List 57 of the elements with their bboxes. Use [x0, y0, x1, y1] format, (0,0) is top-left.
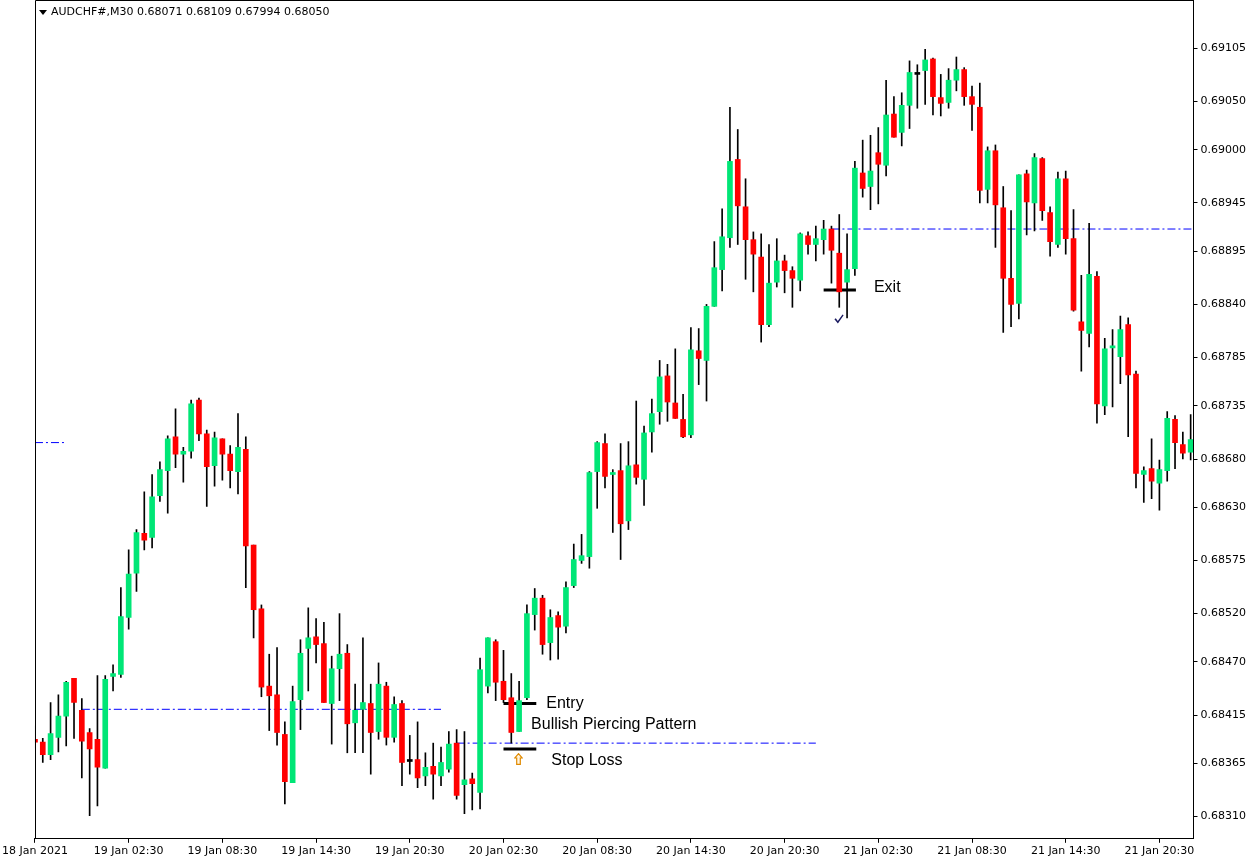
- y-tick-label: 0.68365: [1200, 756, 1247, 770]
- candlestick: [969, 85, 975, 131]
- y-tick-label: 0.69000: [1200, 142, 1247, 156]
- y-tick-label: 0.68575: [1200, 553, 1247, 567]
- annotation: Stop Loss: [551, 751, 623, 769]
- annotation: Bullish Piercing Pattern: [531, 714, 697, 732]
- y-tick-label: 0.68470: [1200, 654, 1247, 668]
- chart-title: AUDCHF#,M30 0.68071 0.68109 0.67994 0.68050: [50, 4, 330, 18]
- candlestick: [922, 48, 928, 105]
- candlestick: [555, 611, 561, 660]
- candlestick: [937, 74, 944, 117]
- y-tick-label: 0.68785: [1200, 350, 1247, 364]
- y-tick-label: 0.68520: [1200, 606, 1247, 620]
- y-tick-label: 0.68680: [1200, 451, 1247, 465]
- y-tick-label: 0.68630: [1200, 500, 1247, 514]
- candlestick: [1008, 210, 1014, 327]
- y-tick-label: 0.68310: [1200, 809, 1247, 823]
- x-tick-label: 18 Jan 2021: [1, 844, 68, 858]
- candlestick: [875, 127, 882, 205]
- x-tick-label: 20 Jan 20:30: [749, 844, 820, 858]
- x-tick-label: 21 Jan 08:30: [937, 844, 1007, 858]
- x-tick-label: 19 Jan 02:30: [93, 844, 164, 858]
- candlestick: [266, 653, 273, 731]
- candlestick: [406, 735, 413, 775]
- candlestick: [430, 742, 437, 800]
- candlestick: [695, 328, 702, 385]
- x-tick-label: 19 Jan 20:30: [374, 844, 445, 858]
- candlestick: [1078, 275, 1085, 372]
- x-tick-label: 21 Jan 14:30: [1030, 844, 1101, 858]
- x-tick-label: 21 Jan 20:30: [1124, 844, 1195, 858]
- y-tick-label: 0.69050: [1200, 94, 1247, 108]
- x-tick-label: 20 Jan 02:30: [468, 844, 539, 858]
- y-tick-label: 0.68840: [1200, 297, 1247, 311]
- x-tick-label: 19 Jan 14:30: [281, 844, 351, 858]
- candlestick: [352, 683, 358, 754]
- x-tick-label: 20 Jan 14:30: [656, 844, 726, 858]
- candlestick: [305, 607, 312, 692]
- x-tick-label: 21 Jan 02:30: [843, 844, 914, 858]
- candlestick: [141, 491, 148, 551]
- y-tick-label: 0.68735: [1200, 398, 1247, 412]
- y-tick-label: 0.68945: [1200, 195, 1247, 209]
- candlestick: [813, 225, 819, 262]
- candlestick: [633, 400, 640, 485]
- candlestick: [1140, 466, 1147, 503]
- annotation: Exit: [873, 278, 902, 296]
- candlestick: [360, 637, 366, 754]
- annotation: Entry: [546, 693, 584, 711]
- candlestick: [110, 664, 116, 692]
- candlestick: [672, 348, 679, 419]
- x-tick-label: 20 Jan 08:30: [562, 844, 633, 858]
- x-tick-label: 19 Jan 08:30: [187, 844, 258, 858]
- candlestick: [469, 772, 476, 811]
- candlestick: [609, 469, 616, 533]
- y-tick-label: 0.69105: [1200, 41, 1247, 55]
- y-tick-label: 0.68415: [1200, 707, 1247, 721]
- candlestick: [313, 618, 319, 664]
- y-tick-label: 0.68895: [1200, 244, 1247, 258]
